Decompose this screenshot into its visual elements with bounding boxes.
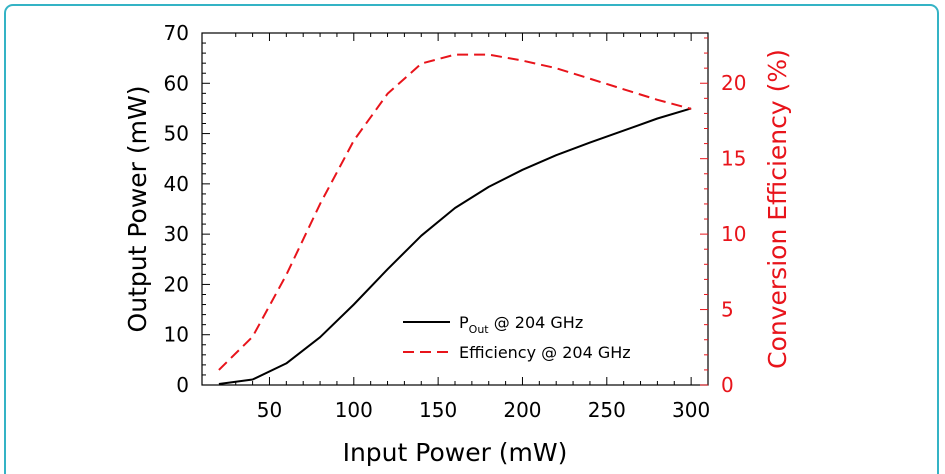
- y-tick-label: 30: [164, 222, 189, 246]
- y-tick-label: 20: [164, 272, 189, 296]
- y-tick-label: 10: [164, 323, 189, 347]
- y-axis-label: Output Power (mW): [123, 86, 152, 333]
- ticks: 50 100 150 200 250 300 0 10 20 30 40 50 60 70 0 5 10 15 20: [164, 21, 747, 422]
- x-axis-label: Input Power (mW): [343, 438, 568, 466]
- y-tick-label: 60: [164, 71, 189, 95]
- y-tick-label: 0: [176, 373, 189, 397]
- x-tick-label: 300: [672, 398, 710, 422]
- series: [218, 53, 692, 385]
- y-tick-label: 70: [164, 21, 189, 45]
- x-tick-label: 200: [503, 398, 541, 422]
- figure-frame: [4, 4, 939, 474]
- y2-tick-label: 15: [721, 147, 746, 171]
- y-tick-label: 50: [164, 122, 189, 146]
- y2-axis-label: Conversion Efficiency (%): [763, 49, 792, 369]
- y2-tick-label: 0: [721, 373, 734, 397]
- x-tick-label: 50: [257, 398, 282, 422]
- y-tick-label: 40: [164, 172, 189, 196]
- y2-tick-label: 10: [721, 222, 746, 246]
- x-tick-label: 150: [419, 398, 457, 422]
- legend: POut @ 204 GHz Efficiency @ 204 GHz: [403, 313, 631, 362]
- x-tick-label: 250: [588, 398, 626, 422]
- y2-tick-label: 5: [721, 298, 734, 322]
- legend-label-output: POut @ 204 GHz: [459, 313, 583, 336]
- y2-tick-label: 20: [721, 71, 746, 95]
- x-tick-label: 100: [335, 398, 373, 422]
- legend-label-efficiency: Efficiency @ 204 GHz: [459, 343, 631, 362]
- series-line-efficiency: [218, 53, 692, 371]
- series-line-output: [218, 107, 692, 385]
